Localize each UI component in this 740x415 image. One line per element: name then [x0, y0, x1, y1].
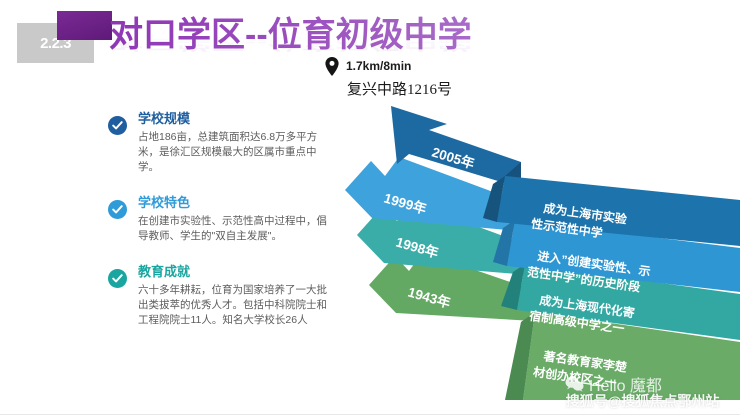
check-circle-icon	[108, 200, 127, 219]
page-title: 对口学区--位育初级中学	[109, 12, 569, 58]
band-1943-panel-side	[505, 312, 535, 400]
feature-body: 占地186亩，总建筑面积达6.8万多平方米，是徐汇区规模最大的区属市重点中学。	[138, 131, 318, 173]
check-glyph	[112, 121, 123, 130]
feature-title: 学校规模	[138, 111, 191, 126]
check-glyph	[112, 205, 123, 214]
feature-item-school-scale: 学校规模 占地186亩，总建筑面积达6.8万多平方米，是徐汇区规模最大的区属市重…	[108, 110, 333, 175]
feature-title: 学校特色	[138, 195, 191, 210]
band-1998-panel	[517, 264, 740, 340]
feature-body: 六十多年耕耘，位育为国家培养了一大批出类拔萃的优秀人才。包括中科院院士和工程院院…	[138, 284, 327, 326]
band-1999-panel-side	[493, 220, 515, 266]
timeline-chart-svg: 1943年 著名教育家李楚 材创办校区之一 1998年 成为上海现代化寄 宿制高…	[345, 106, 740, 400]
band-2005-panel-side	[483, 176, 505, 222]
feature-item-school-character: 学校特色 在创建市实验性、示范性高中过程中，倡导教师、学生的"双自主发展"。	[108, 194, 333, 244]
section-badge: 2.2.3	[17, 11, 112, 63]
feature-title: 教育成就	[138, 264, 191, 279]
check-glyph	[112, 274, 123, 283]
timeline-chart: 1943年 著名教育家李楚 材创办校区之一 1998年 成为上海现代化寄 宿制高…	[345, 100, 740, 400]
badge-purple-block	[57, 11, 112, 40]
location-address: 复兴中路1216号	[347, 82, 453, 98]
left-edge-rule	[0, 0, 2, 415]
location-block: 1.7km/8min 复兴中路1216号	[325, 56, 555, 99]
feature-item-education-achievement: 教育成就 六十多年耕耘，位育为国家培养了一大批出类拔萃的优秀人才。包括中科院院士…	[108, 263, 333, 328]
feature-body: 在创建市实验性、示范性高中过程中，倡导教师、学生的"双自主发展"。	[138, 215, 327, 242]
check-circle-icon	[108, 269, 127, 288]
location-distance: 1.7km/8min	[346, 59, 412, 73]
map-pin-icon	[325, 56, 339, 76]
feature-list: 学校规模 占地186亩，总建筑面积达6.8万多平方米，是徐汇区规模最大的区属市重…	[108, 110, 333, 347]
page-title-wrap: 对口学区--位育初级中学 对口学区--位育初级中学	[109, 12, 569, 64]
check-circle-icon	[108, 116, 127, 135]
band-1998-panel-side	[501, 264, 525, 310]
location-distance-row: 1.7km/8min	[325, 56, 555, 76]
band-2005-panel	[497, 176, 740, 246]
band-2005-top	[391, 106, 521, 188]
band-1999-panel	[507, 220, 740, 292]
